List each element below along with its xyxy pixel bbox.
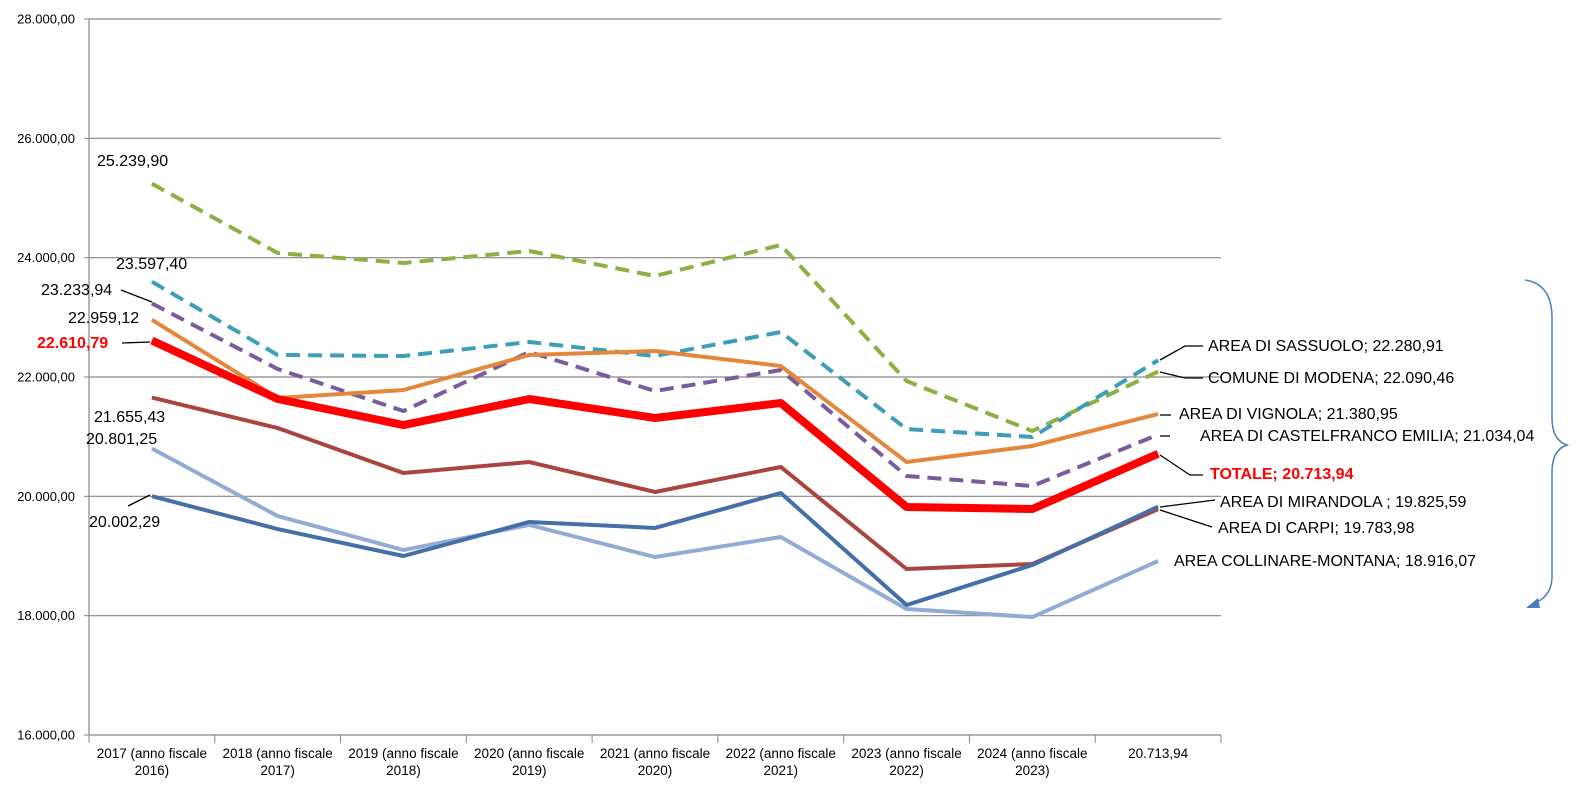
data-label: 22.959,12 (68, 310, 139, 327)
series-line (150, 318, 1159, 465)
series-line (151, 395, 1159, 572)
bracket-arrow (1526, 598, 1540, 608)
y-tick-label: 22.000,00 (17, 369, 75, 384)
data-label: 20.801,25 (86, 431, 157, 448)
series-line (150, 336, 1160, 513)
data-label: 22.610,79 (37, 335, 108, 352)
y-tick-label: 16.000,00 (17, 727, 75, 742)
y-tick-label: 26.000,00 (17, 131, 75, 146)
leader-line (1159, 499, 1216, 508)
data-label: AREA COLLINARE-MONTANA; 18.916,07 (1174, 553, 1476, 570)
x-tick-label: 2020 (anno fiscale 2019) (474, 746, 585, 778)
x-tick-label: 2018 (anno fiscale 2017) (222, 746, 333, 778)
data-label: AREA DI CARPI; 19.783,98 (1218, 520, 1415, 537)
series-line (150, 181, 1159, 433)
x-tick-label: 2019 (anno fiscale 2018) (348, 746, 459, 778)
data-label: 23.233,94 (41, 282, 112, 299)
data-label: AREA DI CASTELFRANCO EMILIA; 21.034,04 (1200, 428, 1534, 445)
x-tick-label: 2021 (anno fiscale 2020) (599, 746, 711, 778)
series-line (151, 490, 1159, 608)
leader-line (1159, 509, 1213, 528)
bracket (1524, 279, 1570, 605)
leader-line (121, 341, 151, 344)
leader-line (1159, 371, 1203, 379)
leader-line (1159, 345, 1203, 361)
data-label: COMUNE DI MODENA; 22.090,46 (1208, 370, 1454, 387)
leader-line (127, 494, 151, 507)
data-label: 25.239,90 (97, 153, 168, 170)
y-tick-label: 20.000,00 (17, 489, 75, 504)
y-tick-label: 28.000,00 (17, 11, 75, 26)
series-line (150, 301, 1159, 489)
series-line (150, 279, 1160, 440)
data-label: 23.597,40 (116, 256, 187, 273)
y-tick-label: 24.000,00 (17, 250, 75, 265)
x-tick-label: 2017 (anno fiscale 2016) (96, 746, 208, 778)
data-label: 20.002,29 (89, 514, 160, 531)
data-label: AREA DI MIRANDOLA ; 19.825,59 (1220, 494, 1466, 511)
y-tick-label: 18.000,00 (17, 608, 75, 623)
x-tick-label: 2024 (anno fiscale 2023) (977, 746, 1088, 778)
x-tick-label: 2023 (anno fiscale 2022) (851, 746, 962, 778)
series-line (150, 446, 1159, 620)
x-tick-label: 2022 (anno fiscale 2021) (725, 746, 836, 778)
data-label: AREA DI VIGNOLA; 21.380,95 (1179, 406, 1398, 423)
data-label: TOTALE; 20.713,94 (1210, 466, 1354, 483)
leader-line (1159, 454, 1203, 476)
data-label: AREA DI SASSUOLO; 22.280,91 (1208, 338, 1444, 355)
data-label: 21.655,43 (94, 409, 165, 426)
x-tick-label: 20.713,94 (1128, 746, 1189, 761)
leader-line (120, 289, 153, 303)
